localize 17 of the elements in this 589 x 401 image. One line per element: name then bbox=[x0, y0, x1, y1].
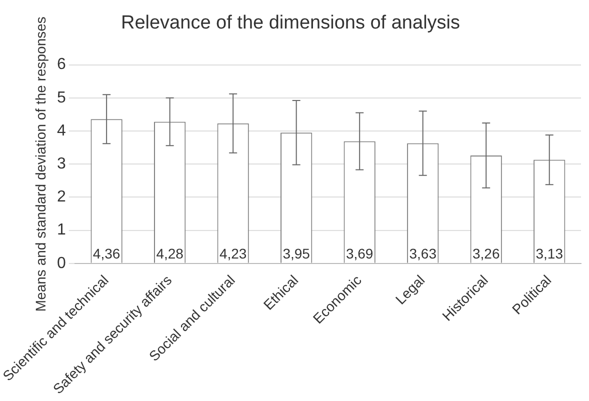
data-label: 3,63 bbox=[409, 245, 437, 262]
y-tick-label: 3 bbox=[57, 156, 66, 173]
data-label: 3,69 bbox=[346, 245, 374, 262]
y-tick-label: 5 bbox=[57, 89, 66, 106]
data-label: 4,36 bbox=[92, 245, 120, 262]
y-tick-label: 1 bbox=[57, 222, 66, 239]
y-tick-label: 6 bbox=[57, 56, 66, 74]
data-label: 4,28 bbox=[156, 245, 184, 262]
data-label: 4,23 bbox=[219, 245, 247, 262]
y-tick-label: 4 bbox=[57, 122, 66, 140]
data-label: 3,95 bbox=[282, 245, 310, 262]
y-tick-label: 2 bbox=[57, 188, 66, 206]
chart-title: Relevance of the dimensions of analysis bbox=[120, 12, 460, 34]
y-tick-label: 0 bbox=[57, 254, 66, 272]
data-label: 3,26 bbox=[472, 245, 500, 262]
y-axis-title: Means and standard deviation of the responses bbox=[32, 16, 48, 312]
data-label: 3,13 bbox=[536, 245, 564, 262]
